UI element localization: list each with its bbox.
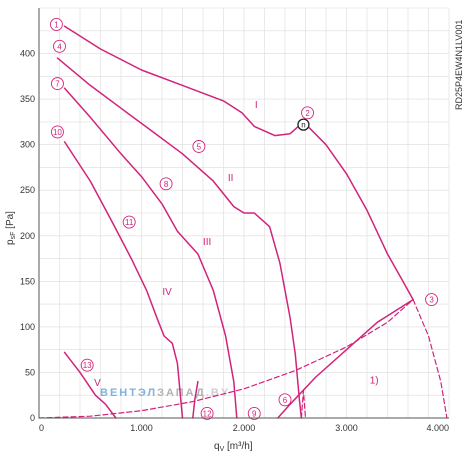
circled-label-ring bbox=[51, 125, 64, 139]
circled-label-ring bbox=[200, 406, 214, 420]
circled-label-text: 7 bbox=[55, 80, 60, 89]
circled-label-text: 13 bbox=[83, 361, 92, 370]
circled-label-text: 12 bbox=[203, 409, 212, 418]
circled-label: 9 bbox=[247, 406, 261, 420]
y-tick-label: 200 bbox=[20, 231, 35, 241]
circled-label: 11 bbox=[122, 215, 136, 229]
y-tick-label: 350 bbox=[20, 94, 35, 104]
y-axis-title-main: p bbox=[5, 239, 16, 245]
curve-sys-1 bbox=[38, 299, 414, 419]
circled-label-text: 11 bbox=[125, 218, 134, 227]
circled-label: 4 bbox=[53, 39, 66, 53]
circled-label: 10 bbox=[51, 125, 64, 139]
circled-label: 3 bbox=[425, 293, 439, 307]
curve-sys-1-tail bbox=[412, 299, 448, 419]
circled-label-text: 6 bbox=[283, 396, 288, 405]
y-axis-title: psF [Pa] bbox=[5, 211, 17, 245]
curve-ii bbox=[56, 57, 303, 419]
x-axis-title-unit: [m³/h] bbox=[224, 441, 253, 452]
circled-label: 12 bbox=[200, 406, 214, 420]
circled-label: 7 bbox=[51, 77, 64, 91]
axes bbox=[38, 8, 449, 419]
circled-label: 2 bbox=[301, 106, 314, 120]
curve-v bbox=[63, 351, 117, 419]
y-tick-label: 300 bbox=[20, 140, 35, 150]
circled-label: 8 bbox=[159, 177, 173, 191]
y-tick-label: 400 bbox=[20, 49, 35, 59]
y-tick-label: 250 bbox=[20, 185, 35, 195]
circled-label-ring bbox=[122, 215, 136, 229]
watermark-part-3: .BY bbox=[206, 387, 230, 399]
x-axis-title-sub: V bbox=[220, 446, 225, 453]
curve-label: III bbox=[203, 237, 211, 248]
watermark-part-2: ЗАПАД bbox=[157, 387, 206, 399]
curve-label: IV bbox=[162, 287, 172, 298]
operating-point-circle bbox=[297, 118, 310, 131]
series-group bbox=[38, 25, 448, 419]
circled-label-text: 4 bbox=[57, 42, 62, 51]
circled-label-ring bbox=[51, 77, 64, 91]
x-axis-title: qV [m³/h] bbox=[214, 441, 253, 453]
curve-i bbox=[63, 25, 414, 301]
circled-label-ring bbox=[80, 358, 94, 372]
circled-label-text: 3 bbox=[429, 296, 434, 305]
circled-label: 6 bbox=[278, 393, 292, 407]
y-tick-label: 150 bbox=[20, 276, 35, 286]
x-axis-title-main: q bbox=[214, 441, 220, 452]
x-tick-label: 1.000 bbox=[130, 423, 153, 433]
circled-label-ring bbox=[247, 406, 261, 420]
curve-label: V bbox=[94, 378, 101, 389]
circled-label-text: 1 bbox=[54, 20, 59, 29]
circled-label-text: 8 bbox=[164, 180, 169, 189]
circled-label-ring bbox=[192, 140, 206, 153]
circled-label-text: 2 bbox=[305, 109, 310, 118]
circled-label: 1 bbox=[49, 17, 63, 31]
x-tick-label: 3.000 bbox=[335, 423, 358, 433]
y-axis-title-unit: [Pa] bbox=[5, 211, 16, 232]
operating-point-label: n bbox=[301, 121, 305, 130]
circled-label-ring bbox=[278, 393, 292, 407]
circled-label-ring bbox=[53, 39, 66, 53]
y-axis-title-sub: sF bbox=[10, 232, 17, 240]
curve-ext-6 bbox=[277, 298, 414, 419]
x-tick-label: 4.000 bbox=[426, 423, 449, 433]
curve-ext-12 bbox=[192, 380, 199, 419]
circled-label-text: 9 bbox=[252, 409, 257, 418]
circled-label: 5 bbox=[192, 140, 206, 153]
x-tick-label: 2.000 bbox=[233, 423, 256, 433]
curve-iv bbox=[63, 141, 184, 419]
circled-label-ring bbox=[301, 106, 314, 120]
y-tick-label: 50 bbox=[25, 367, 35, 377]
circled-label-text: 10 bbox=[53, 128, 62, 137]
x-tick-label: 0 bbox=[39, 423, 44, 433]
curve-iii bbox=[63, 87, 238, 419]
circled-label-ring bbox=[159, 177, 173, 191]
circled-label: 13 bbox=[80, 358, 94, 372]
curve-label: 1) bbox=[370, 375, 379, 386]
y-tick-label: 0 bbox=[30, 413, 35, 423]
tick-labels: 0 1.000 2.000 3.000 4.000 0 50 100 150 200 250 300 3… bbox=[20, 49, 449, 433]
circled-label-ring bbox=[49, 17, 63, 31]
circled-label-text: 5 bbox=[197, 142, 202, 151]
curve-label: I bbox=[255, 100, 258, 111]
model-label: RD25P4EW4N1LV001 bbox=[454, 20, 464, 110]
y-tick-label: 100 bbox=[20, 322, 35, 332]
watermark-part-1: ВЕНТЭЛ bbox=[100, 387, 157, 399]
curve-label: II bbox=[228, 173, 234, 184]
circled-label-ring bbox=[425, 293, 439, 307]
operating-point: n bbox=[297, 118, 310, 131]
